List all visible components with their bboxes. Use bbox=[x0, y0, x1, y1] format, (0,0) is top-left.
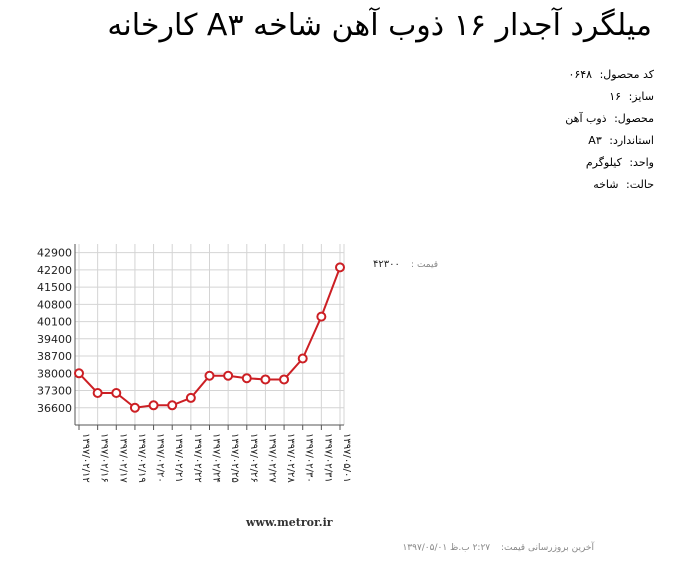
x-tick-label: ۱۳۹۷/۰۲/۱۲ bbox=[80, 433, 91, 483]
detail-row-standard: استاندارد: A۳ bbox=[354, 130, 654, 152]
x-tick-label: ۱۳۹۷/۰۲/۲۷ bbox=[266, 433, 277, 483]
x-tick-label: ۱۳۹۷/۰۲/۳۱ bbox=[322, 433, 333, 483]
detail-row-code: کد محصول: ۰۶۴۸ bbox=[354, 64, 654, 86]
y-tick-label: 40800 bbox=[37, 298, 72, 311]
data-point bbox=[316, 311, 327, 322]
detail-row-size: سایز: ۱۶ bbox=[354, 86, 654, 108]
y-tick-label: 42900 bbox=[37, 247, 72, 260]
detail-row-state: حالت: شاخه bbox=[354, 174, 654, 196]
detail-row-unit: واحد: کیلوگرم bbox=[354, 152, 654, 174]
y-tick-label: 38700 bbox=[37, 350, 72, 363]
detail-label: کد محصول: bbox=[599, 68, 654, 81]
last-update-label: آخرین بروزرسانی قیمت: bbox=[501, 543, 594, 553]
data-point bbox=[148, 400, 159, 411]
y-tick-label: 42200 bbox=[37, 264, 72, 277]
page-title: میلگرد آجدار ۱۶ ذوب آهن شاخه A۳ کارخانه bbox=[107, 8, 652, 43]
x-tick-label: ۱۳۹۷/۰۲/۱۷ bbox=[117, 433, 128, 483]
detail-value: ۰۶۴۸ bbox=[568, 68, 593, 81]
x-tick-label: ۱۳۹۷/۰۲/۲۴ bbox=[211, 433, 222, 483]
detail-value: شاخه bbox=[593, 178, 619, 191]
data-point bbox=[92, 387, 103, 398]
data-point bbox=[335, 262, 345, 273]
x-tick-label: ۱۳۹۷/۰۲/۳۰ bbox=[304, 433, 315, 483]
x-tick-label: ۱۳۹۷/۰۲/۱۹ bbox=[136, 433, 147, 483]
data-point bbox=[129, 402, 140, 413]
data-point bbox=[223, 370, 234, 381]
product-details: کد محصول: ۰۶۴۸ سایز: ۱۶ محصول: ذوب آهن ا… bbox=[354, 64, 654, 196]
x-tick-label: ۱۳۹۷/۰۲/۲۶ bbox=[248, 433, 259, 483]
data-point bbox=[111, 387, 122, 398]
y-tick-label: 37300 bbox=[37, 385, 72, 398]
detail-label: محصول: bbox=[614, 112, 654, 125]
detail-value: ۱۶ bbox=[609, 90, 622, 103]
x-tick-label: ۱۳۹۷/۰۲/۲۰ bbox=[155, 433, 166, 483]
data-point bbox=[204, 370, 215, 381]
x-tick-label: ۱۳۹۷/۰۲/۲۵ bbox=[229, 433, 240, 483]
detail-row-product: محصول: ذوب آهن bbox=[354, 108, 654, 130]
x-tick-label: ۱۳۹۷/۰۲/۲۲ bbox=[192, 433, 203, 483]
site-watermark: www.metror.ir bbox=[246, 516, 333, 529]
x-tick-label: ۱۳۹۷/۰۲/۲۱ bbox=[173, 433, 184, 483]
data-point bbox=[297, 353, 308, 364]
data-point bbox=[241, 373, 252, 384]
last-update-value: ۲:۲۷ ب.ظ ۱۳۹۷/۰۵/۰۱ bbox=[402, 543, 491, 553]
y-tick-label: 41500 bbox=[37, 281, 72, 294]
detail-label: حالت: bbox=[625, 178, 654, 191]
data-point bbox=[279, 374, 290, 385]
detail-label: سایز: bbox=[628, 90, 654, 103]
data-point bbox=[167, 400, 178, 411]
price-label: قیمت : bbox=[411, 260, 438, 270]
current-price: قیمت : ۴۲۳۰۰ bbox=[373, 259, 438, 270]
y-tick-label: 38000 bbox=[37, 367, 72, 380]
x-tick-label: ۱۳۹۷/۰۲/۱۶ bbox=[99, 433, 110, 483]
x-tick-label: ۱۳۹۷/۰۵/۰۱ bbox=[341, 433, 352, 483]
y-tick-label: 39400 bbox=[37, 333, 72, 346]
price-line-chart: 42900 42200 41500 40800 40100 39400 38700 38000… bbox=[37, 244, 352, 483]
y-tick-label: 36600 bbox=[37, 402, 72, 415]
last-update: آخرین بروزرسانی قیمت: ۲:۲۷ ب.ظ ۱۳۹۷/۰۵/۰… bbox=[402, 543, 594, 553]
detail-value: A۳ bbox=[588, 134, 602, 147]
data-point bbox=[185, 392, 196, 403]
y-tick-label: 40100 bbox=[37, 316, 72, 329]
x-tick-label: ۱۳۹۷/۰۲/۲۸ bbox=[285, 433, 296, 483]
data-point bbox=[260, 374, 271, 385]
data-point bbox=[74, 368, 84, 379]
price-value: ۴۲۳۰۰ bbox=[373, 259, 400, 270]
detail-value: ذوب آهن bbox=[565, 112, 607, 125]
detail-label: واحد: bbox=[629, 156, 654, 169]
detail-label: استاندارد: bbox=[609, 134, 654, 147]
detail-value: کیلوگرم bbox=[585, 156, 622, 169]
